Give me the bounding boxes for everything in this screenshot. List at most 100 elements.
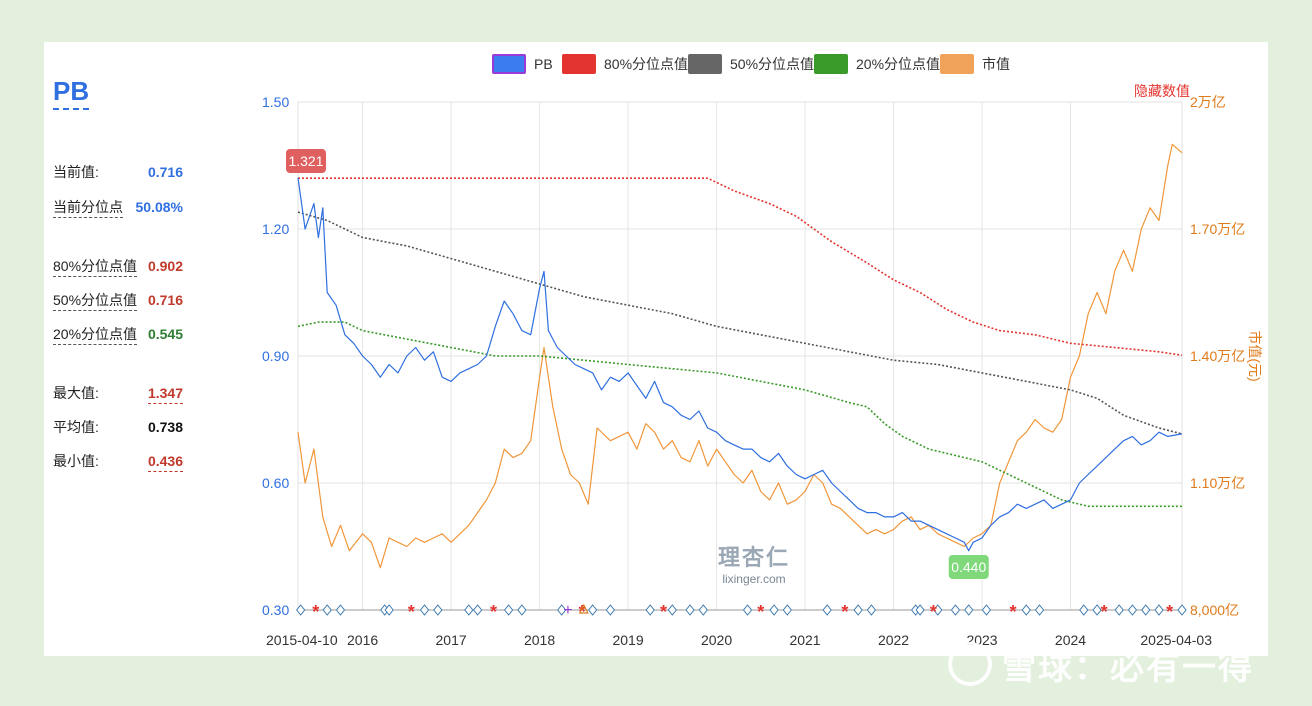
current-value: 0.716 (147, 164, 183, 180)
x-tick-label: 2018 (524, 632, 555, 648)
annotation-box (286, 149, 326, 173)
event-marker-diamond (1021, 604, 1031, 616)
event-marker-diamond (866, 604, 877, 616)
p20-label[interactable]: 20%分位点值 (53, 324, 138, 345)
chart-card (44, 42, 1268, 656)
event-marker-star: * (490, 602, 497, 622)
event-marker-diamond (419, 604, 430, 616)
max-value[interactable]: 1.347 (147, 383, 183, 404)
x-tick-label: 2021 (789, 632, 820, 648)
x-tick-label: 2025-04-03 (1140, 632, 1212, 648)
event-marker-triangle (578, 603, 589, 614)
current-value-row: 当前值: 0.716 (53, 162, 183, 182)
x-tick-label: 2024 (1055, 632, 1086, 648)
y-left-tick-label: 0.30 (262, 602, 289, 618)
event-marker-diamond (950, 604, 961, 616)
panel-title[interactable]: PB (53, 76, 90, 110)
event-marker-star: * (841, 602, 848, 622)
event-marker-diamond (464, 604, 474, 616)
event-marker-diamond (557, 604, 567, 616)
max-row: 最大值: 1.347 (53, 383, 183, 404)
event-marker-star: * (408, 602, 415, 622)
x-tick-label: 2016 (347, 632, 378, 648)
min-row: 最小值: 0.436 (53, 451, 183, 472)
p80-label[interactable]: 80%分位点值 (53, 256, 138, 277)
event-marker-diamond (964, 604, 974, 616)
event-marker-diamond (698, 604, 708, 616)
event-marker-star: * (312, 602, 319, 622)
annotation-label: 0.440 (951, 559, 986, 575)
y-right-tick-label: 1.70万亿 (1190, 221, 1245, 237)
current-percentile-label[interactable]: 当前分位点 (53, 197, 123, 218)
event-marker-diamond (769, 604, 779, 616)
p50-value: 0.716 (147, 292, 183, 308)
event-marker-diamond (1154, 604, 1164, 616)
avg-label: 平均值: (53, 419, 99, 435)
x-tick-label: 2015-04-10 (266, 632, 338, 648)
y-right-tick-label: 1.10万亿 (1190, 475, 1245, 491)
event-marker-star: * (757, 602, 764, 622)
event-marker-diamond (472, 604, 483, 616)
lixinger-logo: 理杏仁 lixinger.com (718, 540, 790, 586)
current-percentile-row: 当前分位点 50.08% (53, 197, 183, 218)
current-value-label: 当前值: (53, 164, 99, 180)
x-tick-label: 2022 (878, 632, 909, 648)
event-marker-star: * (579, 602, 586, 622)
legend-label: PB (534, 56, 553, 72)
y-left-tick-label: 0.60 (262, 475, 289, 491)
avg-row: 平均值: 0.738 (53, 417, 183, 437)
legend-label: 50%分位点值 (730, 56, 815, 72)
event-marker-diamond (1034, 604, 1045, 616)
event-marker-diamond (335, 604, 346, 616)
event-marker-diamond (322, 604, 332, 616)
event-marker-diamond (981, 604, 992, 616)
event-marker-diamond (503, 604, 514, 616)
x-tick-label: 2017 (436, 632, 467, 648)
series-line-1 (298, 177, 1183, 356)
event-marker-diamond (1114, 604, 1124, 616)
logo-url: lixinger.com (722, 572, 786, 586)
series-line-4 (297, 143, 1183, 569)
min-label: 最小值: (53, 453, 99, 469)
event-marker-plus: + (563, 602, 572, 619)
series-line-0 (297, 177, 1183, 552)
p20-row: 20%分位点值 0.545 (53, 324, 183, 345)
event-marker-star: * (1009, 602, 1016, 622)
x-tick-label: 2019 (612, 632, 643, 648)
p80-row: 80%分位点值 0.902 (53, 256, 183, 277)
legend-swatch (688, 54, 722, 74)
legend-swatch (940, 54, 974, 74)
legend-label: 市值 (982, 56, 1010, 72)
min-value[interactable]: 0.436 (147, 451, 183, 472)
annotation-box (948, 555, 989, 579)
avg-value: 0.738 (147, 419, 183, 435)
y-right-axis-label: 市值(元) (1247, 330, 1263, 381)
annotation-label: 1.321 (288, 153, 323, 169)
hide-values-toggle[interactable]: 隐藏数值 (1134, 83, 1190, 99)
event-marker-diamond (1079, 604, 1089, 616)
event-marker-star: * (660, 602, 667, 622)
legend-swatch (492, 54, 526, 74)
event-marker-diamond (645, 604, 655, 616)
p50-label[interactable]: 50%分位点值 (53, 290, 138, 311)
event-marker-diamond (853, 604, 863, 616)
series-line-3 (297, 321, 1182, 508)
event-marker-diamond (517, 604, 527, 616)
logo-cn: 理杏仁 (718, 545, 791, 570)
event-marker-star: * (1166, 602, 1173, 622)
event-marker-diamond (915, 604, 925, 616)
legend-label: 80%分位点值 (604, 56, 689, 72)
event-marker-diamond (742, 604, 753, 616)
p80-value: 0.902 (147, 258, 183, 274)
xueqiu-watermark: 雪球：必有一得 (1002, 649, 1254, 687)
y-left-tick-label: 1.20 (262, 221, 289, 237)
y-right-tick-label: 2万亿 (1190, 94, 1226, 110)
event-marker-diamond (1141, 604, 1151, 616)
event-marker-diamond (1127, 604, 1138, 616)
xueqiu-logo-icon (948, 642, 992, 686)
event-marker-diamond (822, 604, 832, 616)
p50-row: 50%分位点值 0.716 (53, 290, 183, 311)
y-right-tick-label: 1.40万亿 (1190, 348, 1245, 364)
event-marker-diamond (782, 604, 792, 616)
y-left-tick-label: 1.50 (262, 94, 289, 110)
